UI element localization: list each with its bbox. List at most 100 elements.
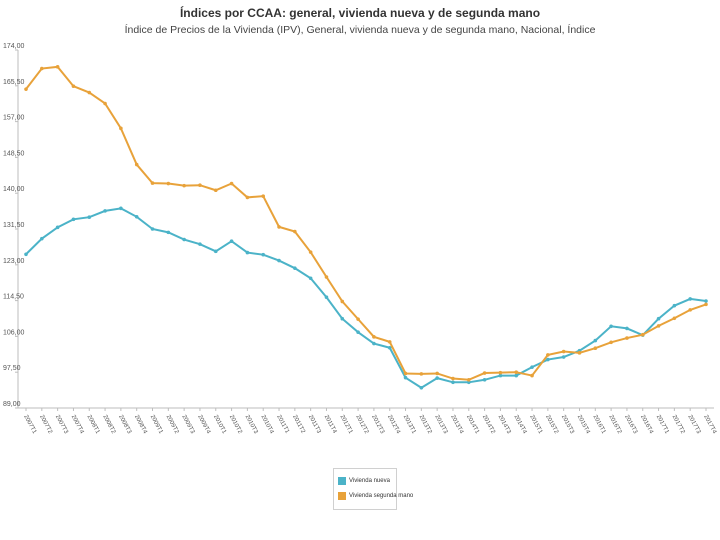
data-point-vivienda-nueva [356, 330, 360, 334]
data-point-vivienda-nueva [277, 258, 281, 263]
data-point-vivienda-nueva [514, 373, 519, 378]
data-point-vivienda-segunda-mano [277, 225, 281, 229]
data-point-vivienda-nueva [546, 357, 550, 362]
data-point-vivienda-segunda-mano [103, 101, 107, 106]
data-point-vivienda-nueva [87, 215, 92, 220]
x-tick-label: 2010T4 [259, 414, 274, 435]
x-tick-label: 2015T1 [528, 414, 543, 435]
data-point-vivienda-segunda-mano [514, 370, 519, 375]
data-point-vivienda-segunda-mano [134, 162, 139, 167]
x-tick-label: 2016T2 [607, 414, 622, 435]
data-point-vivienda-nueva [688, 297, 692, 301]
x-tick-label: 2008T4 [133, 414, 148, 435]
data-point-vivienda-segunda-mano [656, 324, 661, 328]
data-point-vivienda-nueva [466, 380, 471, 385]
chart-subtitle: Índice de Precios de la Vivienda (IPV), … [124, 24, 596, 36]
x-tick-label: 2009T2 [165, 414, 180, 435]
x-tick-label: 2016T4 [639, 414, 654, 435]
x-tick-label: 2017T1 [655, 414, 670, 435]
data-point-vivienda-segunda-mano [55, 65, 60, 69]
x-tick-label: 2012T1 [339, 414, 354, 435]
legend-label-vivienda-nueva: Vivienda nueva [349, 478, 390, 484]
legend-item-vivienda-nueva[interactable]: Vivienda nueva [338, 477, 390, 485]
chart-legend: Vivienda nueva Vivienda segunda mano [333, 468, 413, 510]
data-point-vivienda-segunda-mano [308, 250, 313, 254]
data-point-vivienda-segunda-mano [24, 87, 28, 91]
x-tick-label: 2013T4 [449, 414, 464, 435]
legend-item-vivienda-segunda-mano[interactable]: Vivienda segunda mano [338, 492, 413, 500]
data-point-vivienda-nueva [403, 375, 408, 380]
data-point-vivienda-segunda-mano [324, 275, 329, 279]
data-point-vivienda-segunda-mano [213, 188, 218, 193]
data-point-vivienda-nueva [24, 252, 28, 257]
data-point-vivienda-nueva [119, 206, 123, 211]
data-point-vivienda-nueva [55, 225, 60, 230]
x-tick-label: 2007T3 [54, 414, 69, 435]
data-point-vivienda-segunda-mano [340, 299, 345, 304]
data-point-vivienda-segunda-mano [593, 346, 598, 350]
data-point-vivienda-nueva [71, 217, 76, 222]
data-point-vivienda-segunda-mano [166, 181, 171, 186]
x-tick-label: 2011T4 [323, 414, 338, 435]
series-line-vivienda-segunda-mano [25, 65, 707, 381]
legend-swatch-vivienda-segunda-mano [338, 492, 346, 500]
x-tick-label: 2014T2 [481, 414, 496, 435]
data-point-vivienda-segunda-mano [609, 340, 613, 345]
data-point-vivienda-nueva [482, 377, 487, 382]
data-point-vivienda-segunda-mano [640, 332, 645, 337]
data-point-vivienda-segunda-mano [293, 229, 297, 234]
data-point-vivienda-segunda-mano [577, 351, 582, 355]
data-point-vivienda-segunda-mano [435, 371, 439, 376]
y-tick-label: 165,50 [3, 79, 25, 86]
x-tick-label: 2013T1 [402, 414, 417, 435]
data-point-vivienda-nueva [340, 316, 345, 321]
data-point-vivienda-segunda-mano [261, 194, 266, 198]
y-tick-label: 97,50 [3, 365, 21, 372]
data-point-vivienda-nueva [150, 227, 155, 231]
data-point-vivienda-nueva [261, 252, 266, 257]
x-tick-label: 2015T4 [576, 414, 591, 435]
y-tick-label: 174,00 [3, 43, 25, 50]
legend-label-vivienda-segunda-mano: Vivienda segunda mano [349, 493, 414, 499]
data-point-vivienda-segunda-mano [546, 353, 550, 357]
x-tick-label: 2009T1 [149, 414, 164, 435]
data-point-vivienda-nueva [498, 373, 503, 378]
x-tick-label: 2017T4 [702, 414, 717, 435]
x-tick-label: 2010T1 [212, 414, 227, 435]
data-point-vivienda-nueva [672, 303, 677, 308]
y-tick-label: 114,50 [3, 294, 24, 301]
data-point-vivienda-segunda-mano [561, 349, 566, 354]
data-point-vivienda-segunda-mano [387, 340, 392, 344]
data-point-vivienda-nueva [103, 209, 107, 213]
legend-swatch-vivienda-nueva [338, 477, 346, 485]
y-tick-label: 157,00 [3, 115, 25, 122]
data-point-vivienda-segunda-mano [482, 371, 487, 375]
data-point-vivienda-nueva [245, 250, 250, 255]
x-tick-label: 2013T2 [418, 414, 433, 435]
data-point-vivienda-nueva [166, 230, 171, 235]
data-point-vivienda-segunda-mano [451, 376, 455, 381]
data-point-vivienda-nueva [182, 237, 186, 242]
y-tick-label: 131,50 [3, 222, 25, 229]
x-tick-label: 2007T2 [38, 414, 53, 435]
x-tick-label: 2009T4 [196, 414, 211, 435]
data-point-vivienda-nueva [198, 242, 202, 246]
data-point-vivienda-segunda-mano [150, 181, 155, 185]
x-tick-label: 2010T3 [244, 414, 259, 435]
y-tick-label: 148,50 [3, 150, 25, 157]
data-point-vivienda-nueva [625, 326, 629, 331]
y-tick-label: 123,00 [3, 258, 25, 265]
x-tick-label: 2009T3 [180, 414, 195, 435]
data-point-vivienda-segunda-mano [182, 183, 186, 188]
data-point-vivienda-segunda-mano [87, 90, 92, 95]
data-point-vivienda-nueva [451, 380, 455, 385]
data-point-vivienda-segunda-mano [704, 302, 708, 307]
data-point-vivienda-nueva [229, 239, 234, 244]
x-tick-label: 2007T1 [22, 414, 37, 435]
data-point-vivienda-segunda-mano [466, 377, 471, 382]
x-tick-label: 2016T3 [623, 414, 638, 435]
data-point-vivienda-nueva [435, 376, 439, 380]
x-tick-label: 2015T3 [560, 414, 575, 435]
